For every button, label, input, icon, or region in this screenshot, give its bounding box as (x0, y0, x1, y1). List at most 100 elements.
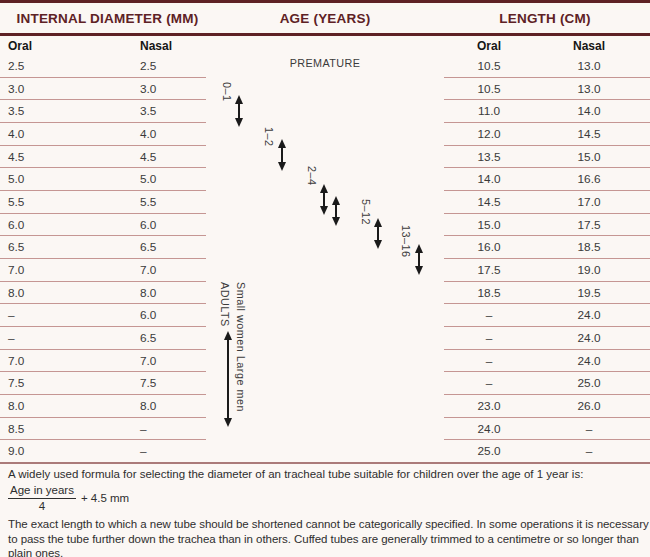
table-row: 7.07.0 (0, 259, 206, 282)
table-row: 25.0 – (444, 440, 650, 463)
table-row: –6.0 (0, 304, 206, 327)
cell-oral-length: – (467, 308, 511, 322)
cell-nasal-length: – (567, 444, 611, 458)
cell-nasal-diameter: 6.0 (140, 308, 156, 322)
age-label-5-12: 5–12 (360, 199, 372, 225)
cell-oral-diameter: 4.5 (8, 150, 24, 164)
cell-nasal-diameter: 4.0 (140, 127, 156, 141)
cell-nasal-length: 26.0 (567, 399, 611, 413)
subheader-nasal-diameter: Nasal (140, 39, 172, 53)
cell-nasal-diameter: 3.5 (140, 104, 156, 118)
age-arrow-1-2 (281, 147, 283, 163)
adults-size-note: Small women Large men (235, 282, 247, 412)
table-row: –6.5 (0, 327, 206, 350)
age-arrow-2-4 (323, 192, 325, 207)
cell-oral-length: 24.0 (467, 422, 511, 436)
table-row: 13.5 15.0 (444, 146, 650, 169)
subheader-oral-diameter: Oral (8, 39, 32, 53)
table-row: 3.03.0 (0, 78, 206, 101)
bottom-rule (0, 462, 650, 464)
age-label-premature: PREMATURE (290, 57, 361, 69)
table-row: 5.55.5 (0, 191, 206, 214)
cell-oral-length: – (467, 331, 511, 345)
formula-denominator: 4 (39, 499, 45, 512)
table-row: 7.0 7.0 (0, 350, 206, 373)
table-row: 8.5– (0, 418, 206, 441)
cell-nasal-diameter: – (140, 422, 147, 436)
cell-oral-length: – (467, 376, 511, 390)
cell-oral-length: 13.5 (467, 150, 511, 164)
footnote-formula-intro: A widely used formula for selecting the … (8, 468, 648, 480)
table-row: 11.014.0 (444, 100, 650, 123)
table-row: – 24.0 (444, 304, 650, 327)
footnote-length-note: The exact length to which a new tube sho… (8, 517, 650, 557)
formula-suffix: + 4.5 mm (81, 492, 129, 504)
table-row: 14.5 17.0 (444, 191, 650, 214)
cell-nasal-diameter: 6.5 (140, 240, 156, 254)
cell-nasal-diameter: 6.0 (140, 218, 156, 232)
cell-oral-length: 25.0 (467, 444, 511, 458)
cell-oral-length: 17.5 (467, 263, 511, 277)
cell-nasal-diameter: – (140, 444, 147, 458)
cell-nasal-length: 17.0 (567, 195, 611, 209)
table-row: 5.0 5.0 (0, 168, 206, 191)
cell-nasal-length: – (567, 422, 611, 436)
header-length: LENGTH (CM) (445, 11, 645, 26)
cell-nasal-diameter: 5.0 (140, 172, 156, 186)
table-row: 7.57.5 (0, 372, 206, 395)
cell-oral-diameter: 5.0 (8, 172, 24, 186)
table-row: 10.513.0 (444, 78, 650, 101)
cell-oral-length: 14.5 (467, 195, 511, 209)
cell-nasal-length: 16.6 (567, 172, 611, 186)
adults-range-arrow (227, 339, 229, 419)
age-arrow-5-12 (377, 226, 379, 241)
header-age: AGE (YEARS) (225, 11, 425, 26)
cell-oral-length: 15.0 (467, 218, 511, 232)
cell-oral-diameter: 6.5 (8, 240, 24, 254)
cell-oral-length: 11.0 (467, 104, 511, 118)
diameter-formula: Age in years 4 + 4.5 mm (8, 484, 129, 512)
table-row: 23.0 26.0 (444, 395, 650, 418)
cell-nasal-diameter: 7.0 (140, 354, 156, 368)
age-arrow-mid (335, 204, 337, 218)
table-row: 4.5 4.5 (0, 146, 206, 169)
table-row: 2.5 2.5 (0, 55, 206, 78)
cell-nasal-diameter: 4.5 (140, 150, 156, 164)
age-label-2-4: 2–4 (306, 166, 318, 186)
cell-nasal-length: 25.0 (567, 376, 611, 390)
table-row: –24.0 (444, 327, 650, 350)
cell-nasal-diameter: 7.0 (140, 263, 156, 277)
table-row: 3.53.5 (0, 100, 206, 123)
table-row: 9.0– (0, 440, 206, 463)
cell-nasal-length: 24.0 (567, 308, 611, 322)
cell-oral-diameter: 2.5 (8, 59, 24, 73)
cell-oral-diameter: 7.5 (8, 376, 24, 390)
cell-nasal-diameter: 8.0 (140, 399, 156, 413)
cell-oral-length: 23.0 (467, 399, 511, 413)
formula-numerator: Age in years (8, 484, 76, 499)
cell-oral-diameter: 7.0 (8, 354, 24, 368)
table-row: 8.08.0 (0, 395, 206, 418)
table-row: 17.5 19.0 (444, 259, 650, 282)
top-rule (0, 0, 650, 3)
tracheal-tube-size-table-page: INTERNAL DIAMETER (MM) AGE (YEARS) LENGT… (0, 0, 650, 557)
cell-nasal-length: 13.0 (567, 59, 611, 73)
cell-oral-length: 12.0 (467, 127, 511, 141)
cell-oral-length: 18.5 (467, 286, 511, 300)
cell-oral-diameter: 3.0 (8, 82, 24, 96)
table-row: 6.5 6.5 (0, 236, 206, 259)
cell-nasal-diameter: 6.5 (140, 331, 156, 345)
cell-nasal-length: 19.0 (567, 263, 611, 277)
cell-nasal-diameter: 2.5 (140, 59, 156, 73)
cell-nasal-length: 19.5 (567, 286, 611, 300)
subheader-nasal-length: Nasal (567, 39, 611, 53)
subheader-oral-length: Oral (467, 39, 511, 53)
cell-oral-length: 14.0 (467, 172, 511, 186)
table-row: 24.0 – (444, 418, 650, 441)
cell-nasal-length: 15.0 (567, 150, 611, 164)
age-label-13-16: 13–16 (400, 225, 412, 258)
cell-nasal-diameter: 5.5 (140, 195, 156, 209)
cell-nasal-length: 24.0 (567, 354, 611, 368)
age-label-adults: ADULTS (219, 282, 231, 327)
table-row: 12.014.5 (444, 123, 650, 146)
